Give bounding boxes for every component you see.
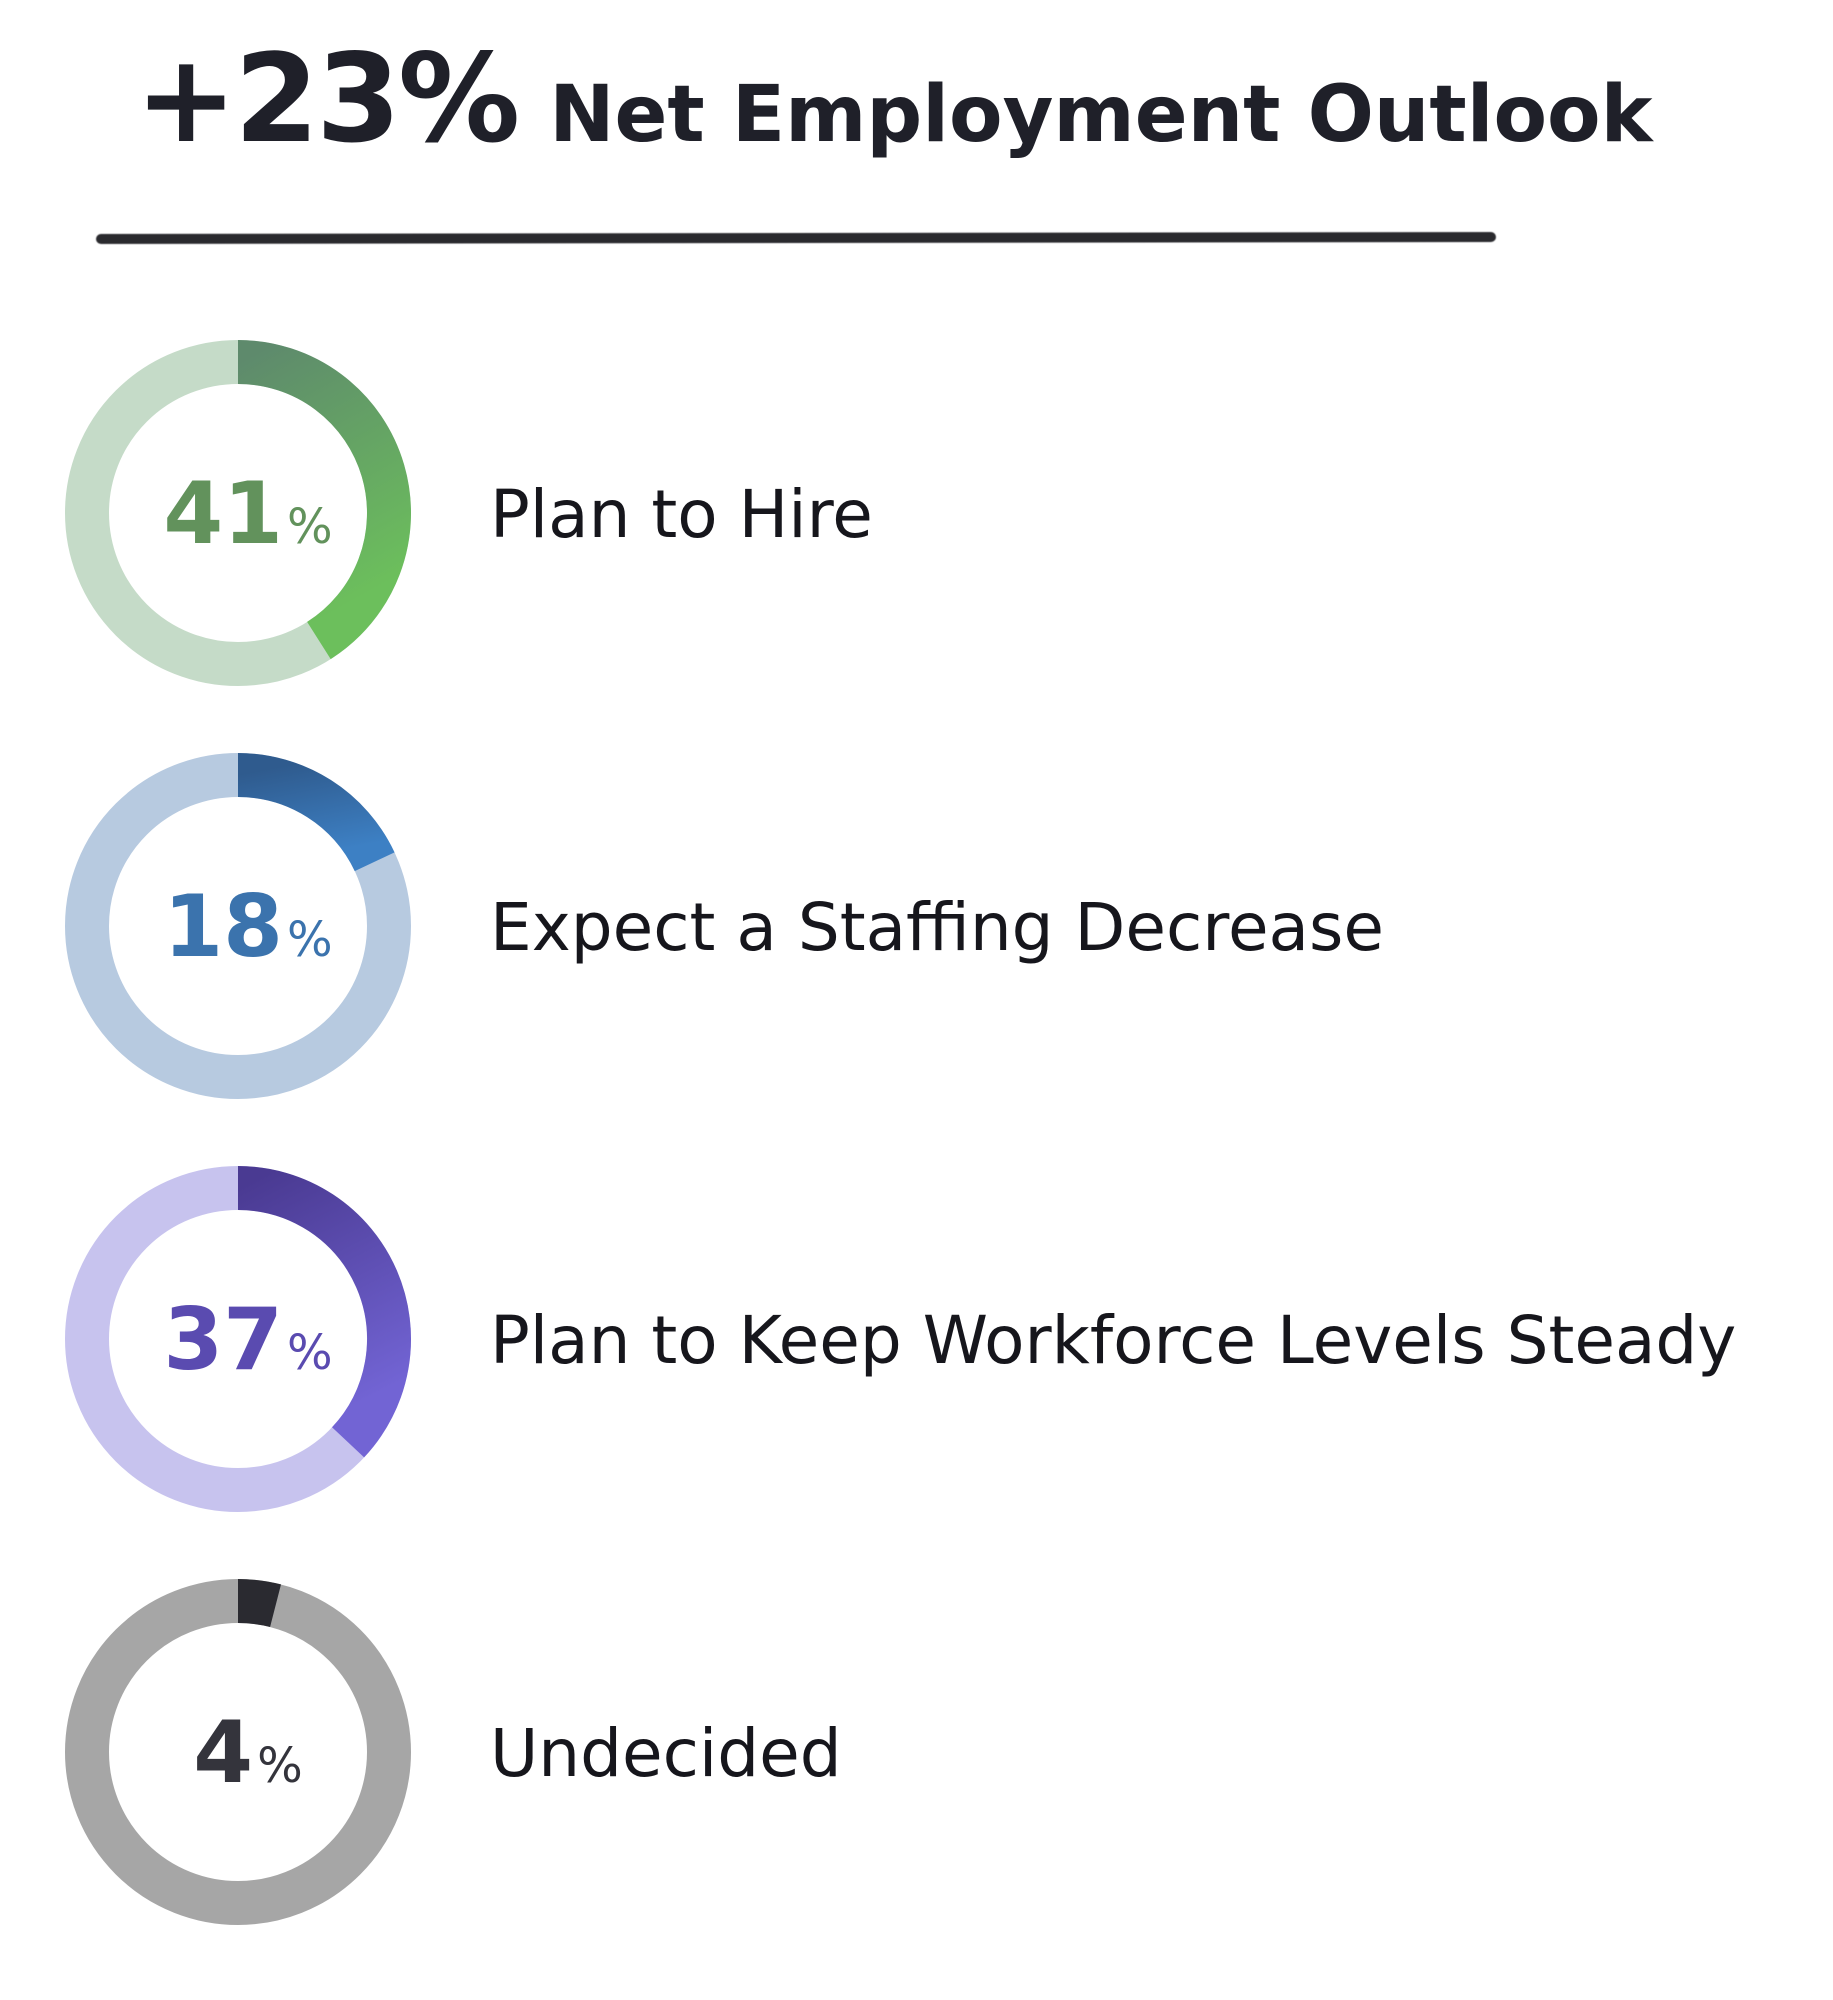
net-outlook-label: Net Employment Outlook <box>549 70 1653 160</box>
donut-value-label: 37% <box>163 1290 332 1390</box>
donut-value-label: 41% <box>163 464 332 564</box>
donut-row-expect-a-staffing-decrease: 18% Expect a Staffing Decrease <box>65 753 1384 1099</box>
donut-row-plan-to-hire: 41% Plan to Hire <box>65 340 873 686</box>
donut-arc <box>237 1579 282 1628</box>
donut-arc <box>237 1166 411 1458</box>
donut-row-plan-to-keep-workforce-levels-steady: 37% Plan to Keep Workforce Levels Steady <box>65 1166 1736 1512</box>
donut-arc <box>237 753 395 872</box>
chart-header: +23% Net Employment Outlook <box>135 28 1653 170</box>
donut-category-label: Plan to Hire <box>490 476 873 553</box>
donut-category-label: Undecided <box>490 1715 842 1792</box>
donut-category-label: Expect a Staffing Decrease <box>490 889 1384 966</box>
donut-row-undecided: 4% Undecided <box>65 1579 842 1925</box>
donut-arc <box>237 340 411 660</box>
net-outlook-value: +23% <box>135 28 520 170</box>
donut-category-label: Plan to Keep Workforce Levels Steady <box>490 1302 1736 1379</box>
donut-value-label: 18% <box>163 877 332 977</box>
donut-value-label: 4% <box>193 1703 302 1803</box>
